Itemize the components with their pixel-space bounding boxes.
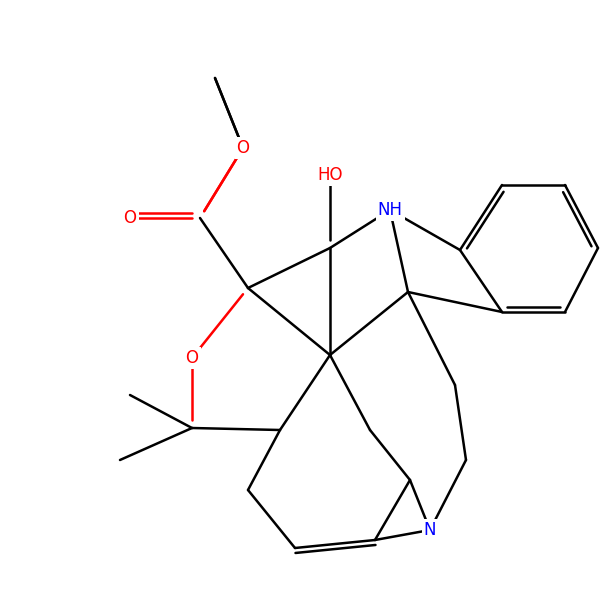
Text: NH: NH [377, 201, 403, 219]
Text: O: O [185, 349, 199, 367]
Text: N: N [424, 521, 436, 539]
Text: HO: HO [317, 166, 343, 184]
Text: O: O [124, 209, 137, 227]
Text: O: O [236, 139, 250, 157]
